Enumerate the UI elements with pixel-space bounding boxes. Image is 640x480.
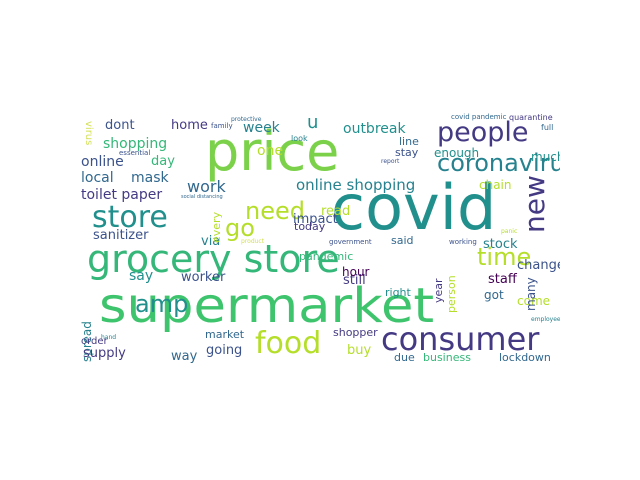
word-local: local — [81, 170, 114, 186]
word-one: one — [257, 143, 284, 159]
word-essential: essential — [119, 149, 151, 157]
word-new: new — [518, 175, 551, 233]
word-staff: staff — [488, 272, 517, 287]
word-online: online — [81, 154, 124, 170]
word-working: working — [449, 238, 477, 246]
word-going: going — [206, 343, 243, 358]
word-toilet-paper: toilet paper — [81, 187, 163, 203]
word-food: food — [255, 326, 322, 361]
word-pandemic: pandemic — [299, 250, 354, 263]
word-cloud: supermarket covid price grocery store co… — [81, 99, 560, 369]
word-employee: employee — [531, 316, 560, 323]
word-business: business — [423, 351, 471, 364]
word-people: people — [437, 117, 529, 148]
word-read: read — [321, 204, 351, 219]
word-chain: chain — [479, 178, 512, 192]
word-hand: hand — [101, 334, 117, 341]
word-family: family — [211, 122, 233, 130]
word-full: full — [541, 123, 554, 132]
word-coronavirus: coronavirus — [437, 149, 560, 177]
word-via: via — [201, 234, 221, 249]
word-government: government — [329, 238, 372, 246]
word-social-distancing: social distancing — [181, 194, 223, 200]
word-consumer: consumer — [381, 320, 540, 358]
word-buy: buy — [347, 343, 372, 358]
word-enough: enough — [434, 146, 480, 160]
word-week: week — [243, 120, 280, 136]
word-order: order — [81, 336, 108, 347]
word-got: got — [484, 288, 504, 302]
word-every: every — [210, 211, 223, 243]
word-hour: hour — [342, 265, 370, 279]
word-u: u — [307, 112, 319, 133]
word-many: many — [524, 277, 538, 311]
word-supply: supply — [83, 346, 126, 361]
word-need: need — [245, 197, 305, 225]
word-panic: panic — [501, 228, 518, 235]
word-home: home — [171, 118, 208, 133]
word-virus: virus — [83, 121, 94, 146]
word-shopping: shopping — [103, 136, 168, 152]
word-protective: protective — [231, 116, 262, 123]
word-still: still — [343, 273, 366, 288]
word-due: due — [394, 351, 415, 364]
word-dont: dont — [105, 118, 135, 133]
word-come: come — [517, 294, 551, 308]
word-say: say — [129, 268, 154, 284]
word-grocery-store: grocery store — [87, 237, 340, 281]
word-stock: stock — [483, 237, 518, 252]
word-line: line — [399, 135, 419, 148]
word-today: today — [294, 220, 326, 233]
word-said: said — [391, 234, 414, 247]
word-impact: impact — [293, 212, 338, 227]
word-day: day — [151, 154, 175, 169]
word-change: change — [517, 258, 560, 273]
word-amp: amp — [135, 290, 189, 318]
word-much: much — [531, 150, 560, 164]
word-online-shopping: online shopping — [296, 176, 416, 194]
word-lockdown: lockdown — [499, 351, 551, 364]
word-store: store — [92, 200, 168, 235]
word-right: right — [385, 286, 411, 299]
word-way: way — [171, 349, 198, 364]
word-work: work — [187, 177, 226, 196]
word-sanitizer: sanitizer — [93, 228, 149, 243]
word-quarantine: quarantine — [509, 113, 553, 122]
word-year: year — [432, 278, 445, 303]
word-price: price — [205, 120, 340, 183]
word-market: market — [205, 328, 245, 341]
word-time: time — [477, 243, 532, 271]
word-shopper: shopper — [333, 326, 378, 339]
word-covid: covid — [331, 171, 497, 244]
word-report: report — [381, 158, 400, 165]
word-mask: mask — [131, 170, 169, 186]
word-product: product — [241, 238, 265, 245]
word-supermarket: supermarket — [99, 278, 435, 334]
word-go: go — [225, 214, 255, 242]
word-look: look — [291, 134, 308, 143]
word-covid-pandemic: covid pandemic — [451, 113, 507, 121]
word-person: person — [445, 275, 458, 313]
word-worker: worker — [181, 270, 226, 285]
word-outbreak: outbreak — [343, 121, 406, 137]
word-stay: stay — [395, 146, 419, 159]
